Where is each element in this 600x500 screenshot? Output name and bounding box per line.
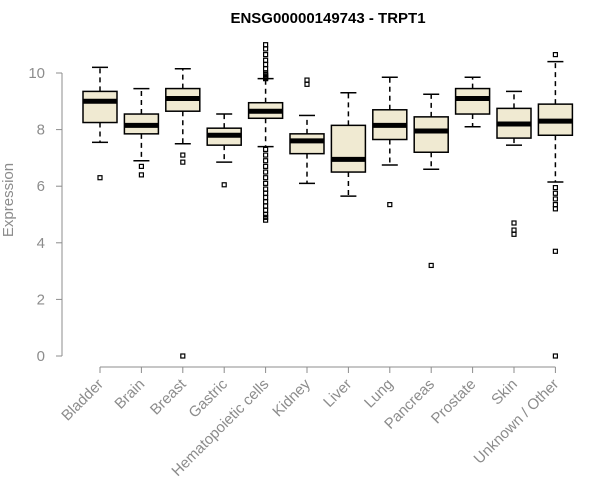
outlier-point bbox=[221, 182, 227, 188]
x-tick-label: Liver bbox=[320, 376, 355, 411]
outlier-point bbox=[263, 52, 269, 58]
outlier-point bbox=[263, 158, 269, 164]
y-tick-label: 8 bbox=[37, 122, 45, 139]
box-group bbox=[496, 90, 532, 237]
box-iqr bbox=[413, 116, 449, 153]
box-group bbox=[165, 68, 201, 359]
outlier-point bbox=[263, 199, 269, 205]
box-group bbox=[413, 93, 449, 269]
outlier-point bbox=[263, 203, 269, 209]
outlier-point bbox=[263, 76, 269, 82]
outlier-point bbox=[263, 211, 269, 218]
y-tick-label: 0 bbox=[37, 348, 45, 365]
outlier-point bbox=[552, 353, 559, 359]
outlier-point bbox=[180, 159, 186, 165]
outlier-point bbox=[263, 46, 269, 52]
box-iqr bbox=[330, 124, 367, 173]
x-tick-label: Bladder bbox=[58, 376, 107, 425]
x-tick-label: Lung bbox=[361, 376, 397, 412]
outlier-point bbox=[263, 217, 269, 223]
box-iqr bbox=[454, 87, 491, 115]
y-axis: 0 2 4 6 8 10 bbox=[28, 65, 63, 365]
box-group bbox=[537, 52, 574, 359]
outlier-point bbox=[552, 196, 559, 202]
outlier-point bbox=[180, 152, 186, 158]
x-tick-label: Prostate bbox=[428, 376, 480, 428]
plot-area bbox=[82, 42, 574, 359]
y-tick-label: 6 bbox=[37, 178, 45, 195]
outlier-point bbox=[138, 163, 144, 169]
outlier-point bbox=[263, 169, 269, 175]
outlier-point bbox=[263, 214, 269, 220]
outlier-point bbox=[263, 175, 269, 181]
box-group bbox=[206, 113, 242, 188]
outlier-point bbox=[552, 248, 559, 254]
x-tick-label: Brain bbox=[111, 376, 148, 413]
outlier-point bbox=[263, 152, 269, 158]
outlier-point bbox=[304, 77, 310, 83]
box-group bbox=[454, 76, 491, 128]
box-group bbox=[289, 77, 325, 185]
chart-title: ENSG00000149743 - TRPT1 bbox=[230, 10, 425, 27]
box-group bbox=[123, 87, 160, 178]
outlier-point bbox=[263, 180, 269, 186]
outlier-point bbox=[263, 163, 269, 169]
outlier-point bbox=[263, 194, 269, 201]
outlier-point bbox=[304, 81, 310, 87]
y-tick-label: 10 bbox=[28, 65, 45, 82]
outlier-point bbox=[552, 190, 559, 196]
box-group bbox=[330, 92, 367, 197]
box-group bbox=[247, 42, 284, 223]
outlier-point bbox=[511, 231, 517, 237]
y-tick-label: 2 bbox=[37, 291, 45, 308]
outlier-point bbox=[263, 42, 269, 48]
box-group bbox=[372, 76, 408, 208]
outlier-point bbox=[552, 206, 559, 212]
outlier-point bbox=[263, 207, 269, 213]
outlier-point bbox=[263, 61, 269, 68]
outlier-point bbox=[552, 201, 559, 208]
outlier-point bbox=[138, 172, 144, 178]
outlier-point bbox=[428, 262, 434, 269]
outlier-point bbox=[263, 57, 269, 63]
x-tick-label: Kidney bbox=[269, 375, 314, 420]
outlier-point bbox=[97, 175, 103, 181]
box-group bbox=[82, 66, 118, 181]
outlier-point bbox=[511, 220, 517, 226]
outlier-point bbox=[552, 185, 559, 191]
outlier-point bbox=[387, 201, 393, 208]
outlier-point bbox=[263, 66, 269, 72]
y-axis-title: Expression bbox=[0, 163, 17, 237]
box-iqr bbox=[82, 90, 118, 124]
outlier-point bbox=[263, 190, 269, 196]
outlier-point bbox=[263, 146, 269, 153]
outlier-point bbox=[180, 353, 186, 359]
outlier-point bbox=[552, 52, 559, 58]
x-tick-label: Skin bbox=[488, 376, 521, 409]
y-tick-label: 4 bbox=[37, 235, 45, 252]
box-iqr bbox=[289, 133, 325, 155]
x-tick-label: Breast bbox=[147, 375, 190, 418]
outlier-point bbox=[511, 227, 517, 233]
outlier-point bbox=[263, 186, 269, 192]
